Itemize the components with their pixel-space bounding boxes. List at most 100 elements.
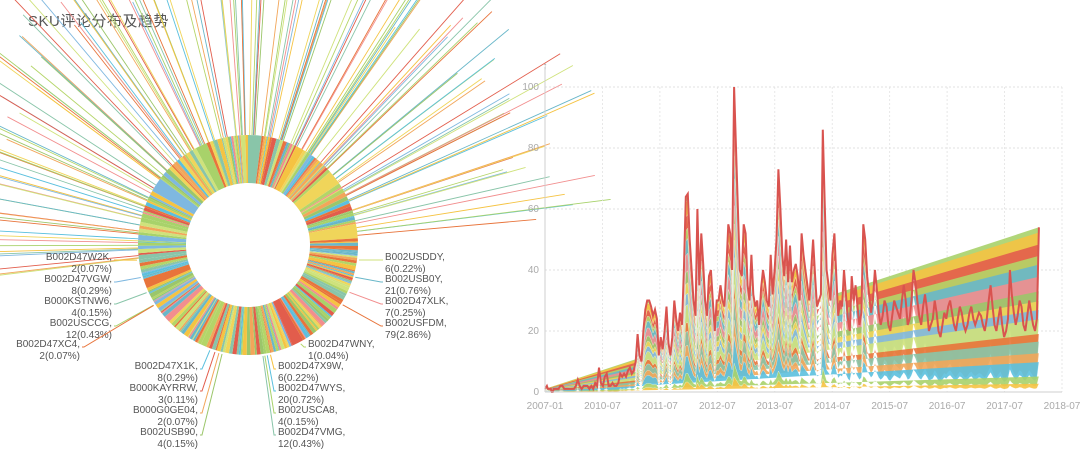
donut-slice xyxy=(303,196,349,220)
donut-slice xyxy=(138,232,187,240)
donut-slice xyxy=(196,299,220,343)
donut-slice xyxy=(309,249,358,256)
donut-slice xyxy=(236,135,243,184)
leader-line xyxy=(73,0,185,156)
leader-line xyxy=(264,0,288,137)
donut-slice xyxy=(141,261,189,277)
donut-slice xyxy=(309,242,358,247)
y-tick-label: 80 xyxy=(528,143,540,154)
x-tick-label: 2010-07 xyxy=(584,401,621,412)
donut-slice xyxy=(160,178,199,208)
donut-slice xyxy=(300,186,343,213)
donut-slice xyxy=(260,305,274,353)
leader-line xyxy=(139,0,204,145)
leader-line xyxy=(0,257,139,276)
area-top-series-line xyxy=(544,86,1040,393)
donut-slice xyxy=(269,141,287,188)
sku-value-label: 79(2.86%) xyxy=(385,330,431,341)
sku-value-label: 6(0.22%) xyxy=(278,373,319,384)
area-axes: 0 20 40 60 80 100 2007-01 2010-07 2011-07 2012-07… xyxy=(522,61,1080,412)
leader-line xyxy=(108,0,195,150)
label-leader-line xyxy=(262,355,276,436)
donut-slice xyxy=(309,253,357,264)
donut-slice xyxy=(224,305,238,354)
leader-line xyxy=(264,0,286,137)
donut-slice xyxy=(305,266,351,287)
leader-line xyxy=(14,0,173,166)
donut-slice xyxy=(307,262,354,278)
donut-slice xyxy=(165,168,204,204)
leader-line xyxy=(200,0,228,138)
leader-line xyxy=(36,87,160,180)
donut-slice xyxy=(211,303,230,351)
leader-line xyxy=(0,82,157,186)
donut-slice xyxy=(305,203,351,224)
leader-line xyxy=(6,138,148,202)
donut-slice xyxy=(306,264,353,281)
leader-line xyxy=(29,0,176,164)
sku-label: B002D47X1K, xyxy=(135,361,198,372)
donut-slice xyxy=(195,143,225,191)
donut-slice xyxy=(265,304,280,351)
leader-line xyxy=(278,0,320,140)
donut-chart: B002D47W2K,2(0.07%)B002D47VGW,8(0.29%)B0… xyxy=(0,0,611,450)
donut-slice xyxy=(138,240,187,244)
sku-label: B000G0GE04, xyxy=(133,405,198,416)
leader-line xyxy=(0,212,139,232)
donut-slice xyxy=(178,293,210,332)
label-leader-line xyxy=(82,304,154,348)
donut-slice xyxy=(300,275,344,303)
donut-slice xyxy=(285,157,316,197)
donut-slice xyxy=(171,164,206,201)
leader-line xyxy=(0,133,148,201)
leader-line xyxy=(0,151,146,207)
leader-line xyxy=(322,24,452,165)
donut-slice xyxy=(146,269,192,291)
donut-slice xyxy=(288,291,322,329)
donut-slice xyxy=(309,248,358,254)
label-leader-line xyxy=(349,291,383,305)
donut-slice xyxy=(168,165,205,202)
sku-value-label: 12(0.43%) xyxy=(278,439,324,450)
donut-slice xyxy=(174,161,208,200)
leader-line xyxy=(294,0,364,146)
donut-slice xyxy=(261,137,277,186)
leader-line xyxy=(132,1,202,146)
leader-line xyxy=(268,0,297,138)
donut-slice xyxy=(282,296,311,337)
donut-slice xyxy=(240,135,247,184)
leader-line xyxy=(280,0,327,141)
sku-value-label: 8(0.29%) xyxy=(71,286,112,297)
donut-slice xyxy=(251,306,257,355)
donut-slice xyxy=(150,190,195,217)
leader-line xyxy=(252,0,261,136)
donut-slice xyxy=(270,302,288,348)
leader-line xyxy=(134,0,203,146)
sku-value-label: 20(0.72%) xyxy=(278,395,324,406)
donut-slice xyxy=(143,207,190,226)
donut-slice xyxy=(306,266,352,284)
label-leader-line xyxy=(264,355,276,414)
donut-slice xyxy=(309,251,358,258)
leader-line xyxy=(295,0,367,147)
donut-slice xyxy=(237,135,244,184)
donut-slice xyxy=(308,259,356,272)
donut-slice xyxy=(309,245,358,250)
donut-slice xyxy=(268,302,288,349)
label-leader-line xyxy=(355,276,383,283)
leader-line xyxy=(323,17,464,166)
donut-slice xyxy=(138,234,187,243)
donut-slice xyxy=(138,242,187,246)
donut-slice xyxy=(309,252,358,261)
donut-slice xyxy=(306,210,354,227)
sku-value-label: 6(0.22%) xyxy=(385,264,426,275)
donut-slice xyxy=(289,290,323,327)
leader-line xyxy=(30,65,164,176)
donut-labels: B002D47W2K,2(0.07%)B002D47VGW,8(0.29%)B0… xyxy=(16,252,448,450)
donut-slice xyxy=(152,275,195,301)
label-leader-line xyxy=(114,276,141,283)
donut-slice xyxy=(308,219,356,232)
donut-slice xyxy=(140,259,189,273)
sku-label: B002USFDM, xyxy=(385,318,447,329)
